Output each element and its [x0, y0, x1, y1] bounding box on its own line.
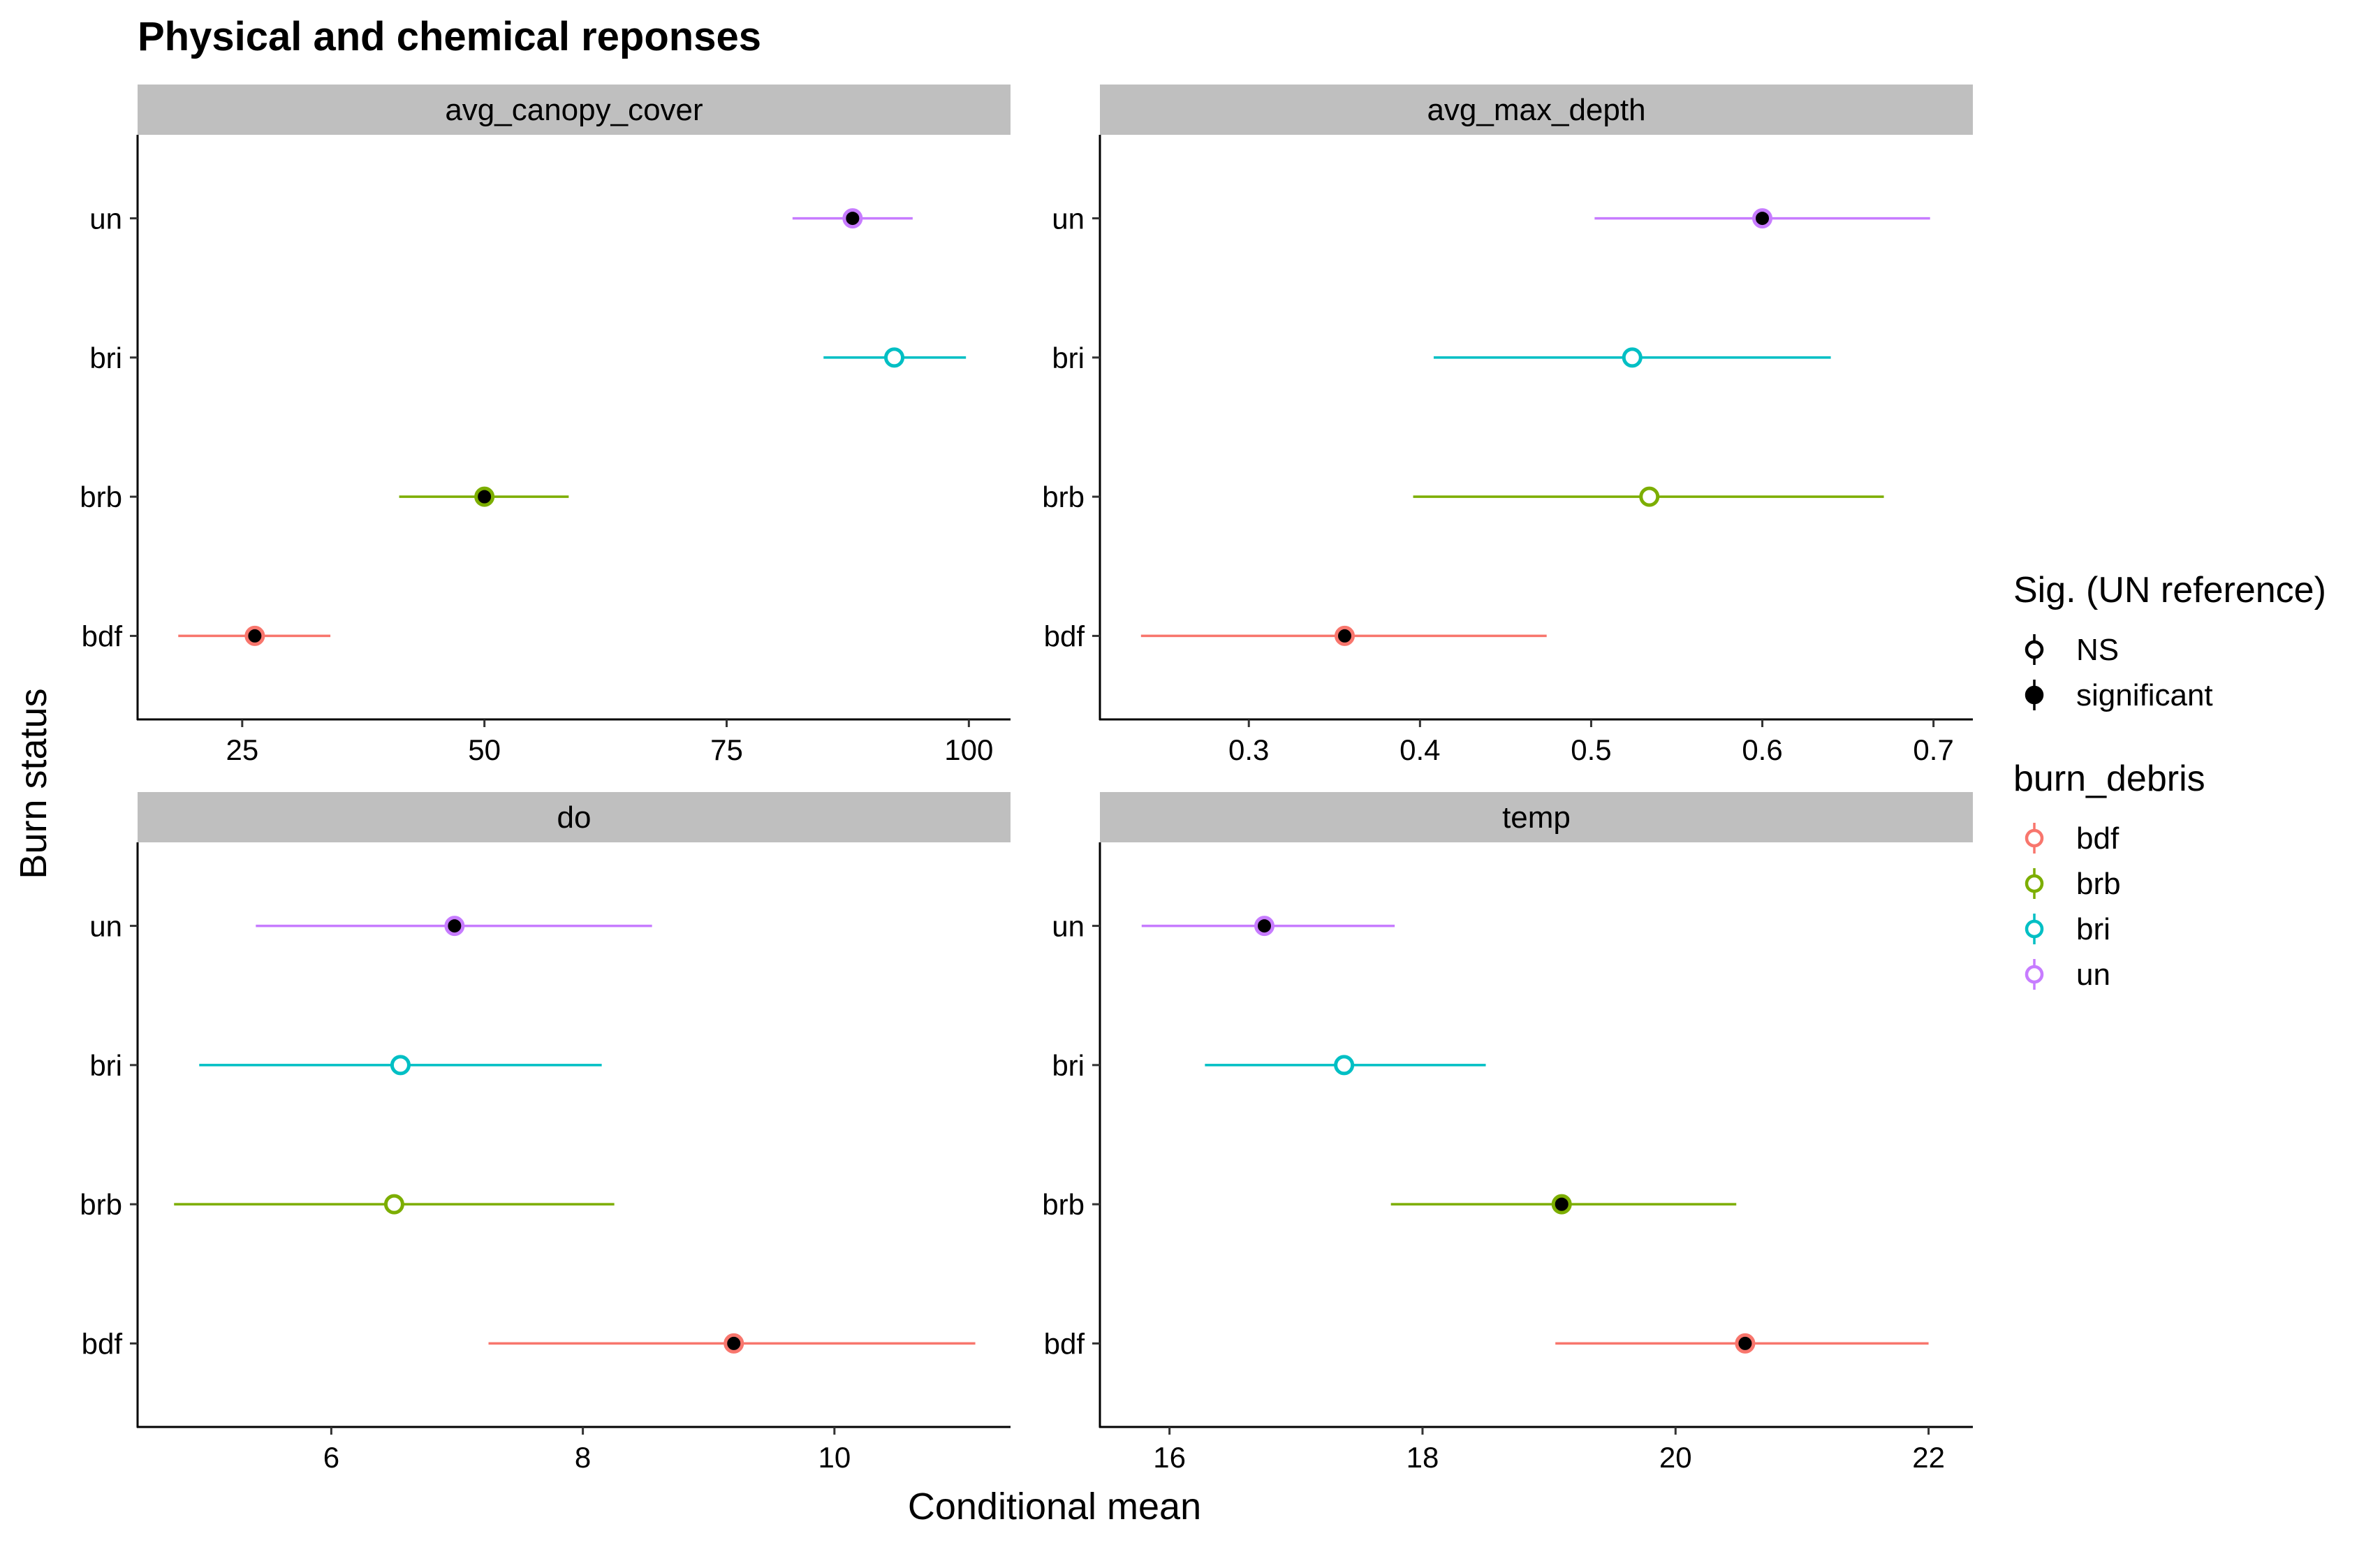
y-tick-label: brb [80, 1188, 122, 1221]
y-tick-label: un [1052, 910, 1085, 943]
x-tick-label: 16 [1153, 1441, 1186, 1474]
point-bdf [723, 1333, 744, 1354]
facet-strip [138, 85, 1011, 135]
y-tick-label: bri [1052, 1049, 1085, 1082]
point-bdf [1735, 1333, 1756, 1354]
y-tick-label: bri [89, 342, 122, 374]
legend-key-point [2025, 919, 2044, 939]
x-tick-label: 22 [1912, 1441, 1945, 1474]
point-bri [390, 1055, 411, 1076]
facet-strip [1100, 792, 1973, 842]
y-tick-label: bri [1052, 342, 1085, 374]
x-tick-label: 50 [468, 733, 501, 766]
facet-strip [138, 792, 1011, 842]
y-tick-label: un [89, 203, 122, 235]
x-tick-label: 18 [1406, 1441, 1439, 1474]
point-bri [1622, 347, 1643, 368]
legend-significance: Sig. (UN reference) NS significant [2013, 570, 2326, 712]
facet-strip-label: avg_max_depth [1427, 93, 1645, 127]
point-un [1254, 916, 1275, 937]
y-tick-label: un [89, 910, 122, 943]
point-brb [383, 1194, 404, 1215]
x-tick-label: 10 [818, 1441, 851, 1474]
legend-key-point [2025, 874, 2044, 893]
y-tick-label: brb [80, 481, 122, 513]
point-brb [1551, 1194, 1572, 1215]
legend-label-significant: significant [2076, 678, 2213, 712]
x-tick-label: 100 [944, 733, 993, 766]
point-bdf [244, 625, 265, 646]
x-tick-label: 0.3 [1228, 733, 1269, 766]
point-brb [1639, 486, 1660, 507]
legend-key-point [2025, 640, 2044, 659]
legend-burn-debris: burn_debris bdf brb bri un [2013, 759, 2205, 992]
y-tick-label: bdf [82, 620, 123, 652]
facet-strip [1100, 85, 1973, 135]
legend-label-bdf: bdf [2076, 821, 2120, 856]
x-tick-label: 20 [1659, 1441, 1692, 1474]
panel-do: do bdf brb bri un 6 8 10 [80, 792, 1011, 1474]
x-tick-label: 25 [226, 733, 258, 766]
legend-label-brb: brb [2076, 867, 2121, 901]
legend-key-point [2025, 685, 2044, 705]
y-tick-label: brb [1042, 1188, 1085, 1221]
legend-burn-debris-title: burn_debris [2013, 759, 2205, 799]
y-axis-title: Burn status [13, 688, 54, 879]
point-bri [1334, 1055, 1355, 1076]
legend-label-ns: NS [2076, 633, 2119, 667]
point-bdf [1334, 625, 1355, 646]
y-tick-label: brb [1042, 481, 1085, 513]
x-tick-label: 75 [710, 733, 743, 766]
point-un [1752, 208, 1773, 229]
x-axis-title: Conditional mean [908, 1486, 1201, 1528]
legend-label-bri: bri [2076, 912, 2110, 946]
x-tick-label: 0.6 [1742, 733, 1782, 766]
facet-strip-label: do [557, 800, 592, 835]
x-tick-label: 8 [575, 1441, 591, 1474]
panel-temp: temp bdf brb bri un 16 18 20 22 [1042, 792, 1973, 1474]
facet-strip-label: temp [1502, 800, 1571, 835]
y-tick-label: bdf [1044, 620, 1085, 652]
x-tick-label: 0.4 [1400, 733, 1440, 766]
x-tick-label: 6 [323, 1441, 339, 1474]
y-tick-label: bdf [82, 1327, 123, 1360]
legend-key-point [2025, 965, 2044, 984]
point-un [842, 208, 863, 229]
legend-significance-title: Sig. (UN reference) [2013, 570, 2326, 610]
x-tick-label: 0.7 [1913, 733, 1953, 766]
point-un [444, 916, 465, 937]
legend-label-un: un [2076, 958, 2110, 992]
y-tick-label: bri [89, 1049, 122, 1082]
point-bri [884, 347, 905, 368]
y-tick-label: bdf [1044, 1327, 1085, 1360]
y-tick-label: un [1052, 203, 1085, 235]
chart-title: Physical and chemical reponses [138, 14, 761, 59]
point-brb [474, 486, 495, 507]
x-tick-label: 0.5 [1571, 733, 1611, 766]
legend-key-point [2025, 828, 2044, 848]
facet-strip-label: avg_canopy_cover [445, 93, 703, 127]
